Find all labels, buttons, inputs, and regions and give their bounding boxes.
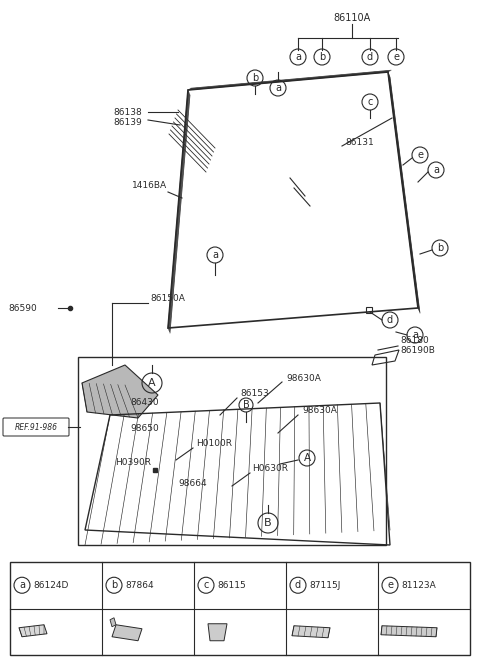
Text: d: d xyxy=(367,52,373,62)
Text: 86124D: 86124D xyxy=(33,581,68,590)
Text: b: b xyxy=(319,52,325,62)
Text: c: c xyxy=(204,581,209,591)
Polygon shape xyxy=(110,618,116,627)
Text: 86150A: 86150A xyxy=(150,293,185,303)
Text: 86139: 86139 xyxy=(113,117,142,126)
Text: 86180: 86180 xyxy=(400,336,429,344)
Text: 86138: 86138 xyxy=(113,107,142,117)
Text: a: a xyxy=(295,52,301,62)
Polygon shape xyxy=(82,365,158,418)
Bar xyxy=(10,562,470,655)
Bar xyxy=(366,307,372,313)
Text: 87115J: 87115J xyxy=(309,581,340,590)
Bar xyxy=(78,357,386,545)
Text: 86190B: 86190B xyxy=(400,346,435,354)
Text: 87864: 87864 xyxy=(125,581,154,590)
Text: 86115: 86115 xyxy=(217,581,246,590)
Text: b: b xyxy=(252,73,258,83)
Text: A: A xyxy=(303,453,311,463)
Polygon shape xyxy=(292,626,330,638)
Text: B: B xyxy=(264,518,272,528)
Text: a: a xyxy=(19,581,25,591)
Text: 86110A: 86110A xyxy=(334,13,371,23)
Text: 86153: 86153 xyxy=(240,389,269,397)
Text: H0100R: H0100R xyxy=(196,438,232,448)
Text: e: e xyxy=(417,150,423,160)
Polygon shape xyxy=(381,626,437,637)
Text: 86590: 86590 xyxy=(8,303,37,312)
Text: a: a xyxy=(212,250,218,260)
Polygon shape xyxy=(208,624,227,641)
Text: a: a xyxy=(275,83,281,93)
Text: b: b xyxy=(437,243,443,253)
Text: e: e xyxy=(393,52,399,62)
Text: 98664: 98664 xyxy=(178,479,206,487)
Text: 1416BA: 1416BA xyxy=(132,181,167,189)
Text: a: a xyxy=(433,165,439,175)
Text: e: e xyxy=(387,581,393,591)
Text: b: b xyxy=(111,581,117,591)
Text: 98650: 98650 xyxy=(130,424,159,432)
Text: H0630R: H0630R xyxy=(252,463,288,473)
Text: B: B xyxy=(242,400,250,410)
Text: 98630A: 98630A xyxy=(302,406,337,414)
Polygon shape xyxy=(19,625,47,637)
Text: A: A xyxy=(148,378,156,388)
Text: 98630A: 98630A xyxy=(286,373,321,383)
Text: d: d xyxy=(387,315,393,325)
Polygon shape xyxy=(112,625,142,641)
Text: a: a xyxy=(412,330,418,340)
Text: H0390R: H0390R xyxy=(115,457,151,467)
Text: 86131: 86131 xyxy=(345,138,374,146)
Text: c: c xyxy=(367,97,372,107)
Text: 81123A: 81123A xyxy=(401,581,436,590)
Text: 86430: 86430 xyxy=(130,397,158,406)
Text: d: d xyxy=(295,581,301,591)
Text: REF.91-986: REF.91-986 xyxy=(14,422,58,432)
